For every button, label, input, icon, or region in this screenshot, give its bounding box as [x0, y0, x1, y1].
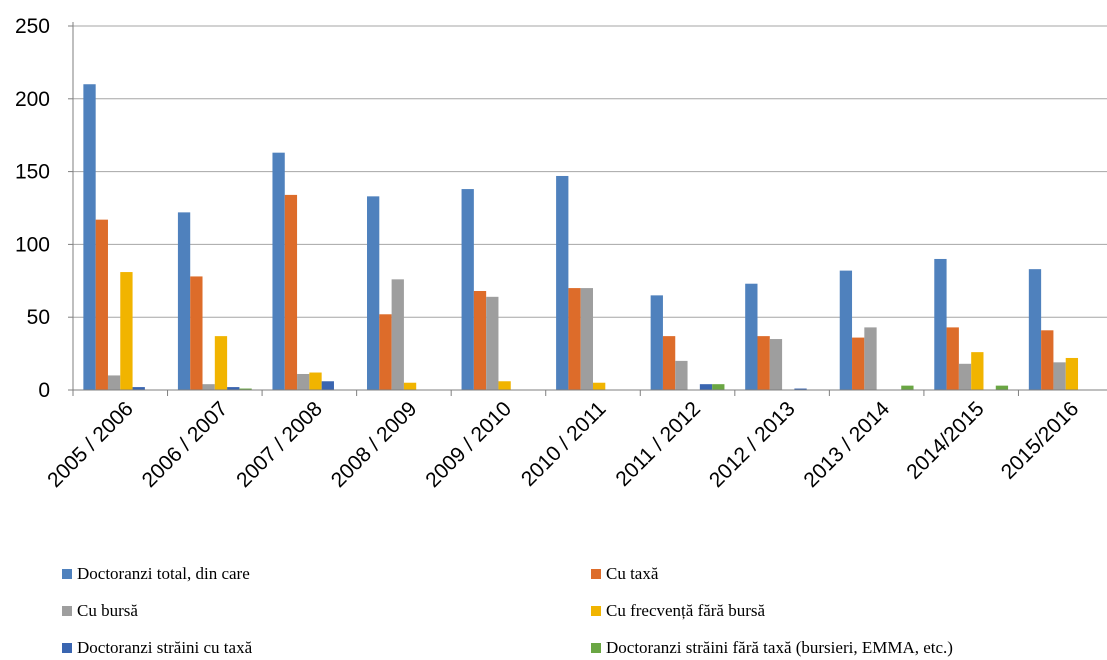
bar: [321, 381, 334, 390]
bar: [699, 384, 713, 390]
bar: [839, 270, 853, 390]
bar: [379, 314, 392, 390]
x-tick-label: 2014/2015: [902, 397, 988, 483]
bar: [202, 384, 215, 390]
x-tick-label: 2015/2016: [997, 397, 1083, 483]
bar: [107, 375, 121, 390]
bar: [239, 388, 252, 390]
y-tick-label: 250: [15, 15, 50, 38]
x-tick-label: 2009 / 2010: [421, 397, 516, 492]
y-tick-label: 100: [15, 233, 50, 256]
bar: [227, 387, 240, 390]
bar: [662, 336, 676, 390]
bar: [650, 295, 663, 390]
bar: [297, 373, 310, 390]
bar: [367, 196, 380, 390]
bar: [461, 189, 474, 390]
bar: [757, 336, 770, 390]
bar: [995, 385, 1009, 390]
bar: [593, 382, 606, 390]
y-tick-labels: 0 50 100 150 200 250: [15, 15, 50, 402]
x-tick-labels: 2005 / 2006 2006 / 2007 2007 / 2008 2008 / …: [43, 397, 1083, 492]
bar: [284, 194, 298, 390]
bar: [1028, 269, 1042, 390]
y-tick-label: 0: [38, 379, 50, 402]
bar: [83, 84, 96, 391]
bar: [934, 258, 947, 390]
bar: [272, 152, 285, 390]
x-tick-label: 2006 / 2007: [138, 397, 233, 492]
bar: [95, 219, 108, 390]
y-tick-label: 150: [15, 161, 50, 184]
bar: [120, 272, 133, 390]
axes: [68, 22, 1107, 396]
bar: [1065, 357, 1079, 390]
bar: [309, 372, 322, 390]
bar: [864, 327, 877, 390]
bar: [403, 382, 417, 390]
y-tick-label: 50: [27, 306, 50, 329]
bar: [1041, 330, 1054, 390]
bar: [946, 327, 959, 390]
bars: [83, 84, 1079, 391]
bar: [794, 388, 807, 390]
bar: [580, 288, 593, 390]
y-tick-label: 200: [15, 88, 50, 111]
gridlines: [73, 25, 1107, 318]
bar: [177, 212, 191, 390]
x-tick-label: 2008 / 2009: [327, 397, 422, 492]
x-tick-label: 2011 / 2012: [611, 397, 705, 491]
x-tick-label: 2010 / 2011: [517, 397, 611, 491]
bar: [486, 296, 499, 390]
x-tick-label: 2013 / 2014: [799, 397, 894, 492]
bar: [391, 279, 404, 390]
bar: [971, 352, 984, 390]
bar: [473, 290, 487, 390]
bar: [712, 384, 725, 390]
bar: [852, 337, 865, 390]
bar: [1053, 362, 1066, 390]
bar: [901, 385, 914, 390]
bar: [132, 387, 145, 390]
bar: [769, 339, 783, 390]
bar: [556, 175, 569, 390]
bar: [745, 283, 758, 390]
x-tick-label: 2007 / 2008: [232, 397, 327, 492]
bar: [214, 336, 228, 390]
bar: [675, 360, 688, 390]
bar: [568, 288, 581, 390]
bar: [498, 381, 511, 390]
x-tick-label: 2012 / 2013: [705, 397, 800, 492]
bar: [190, 276, 203, 390]
bar: [958, 363, 972, 390]
x-tick-label: 2005 / 2006: [43, 397, 138, 492]
